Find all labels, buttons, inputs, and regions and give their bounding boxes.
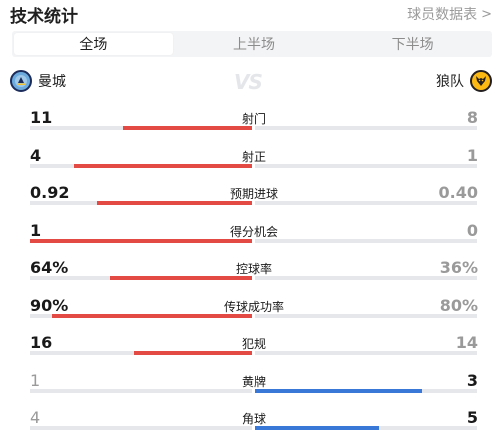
away-stat-value: 8 xyxy=(466,108,478,127)
stats-list: 11 射门 8 4 射正 1 0.92 预期进球 0.40 1 得分机会 0 64% 控球率 36% 90% 传… xyxy=(0,102,500,440)
stat-row: 0.92 预期进球 0.40 xyxy=(0,177,500,215)
away-bar-track xyxy=(255,276,477,280)
away-team[interactable]: 狼队 xyxy=(436,70,492,92)
stat-row: 11 射门 8 xyxy=(0,102,500,140)
away-stat-value: 5 xyxy=(466,408,478,427)
page-title: 技术统计 xyxy=(10,7,78,27)
vs-logo: VS xyxy=(234,70,263,94)
home-bar-track xyxy=(30,426,252,430)
player-stats-link-label: 球员数据表 xyxy=(407,7,478,23)
away-bar xyxy=(255,388,422,393)
teams-row: 曼城 VS 狼队 xyxy=(0,66,500,96)
home-bar xyxy=(123,126,252,130)
stat-row: 4 射正 1 xyxy=(0,140,500,178)
manchester-city-crest-icon xyxy=(10,70,32,92)
stats-header: 技术统计 球员数据表 > xyxy=(0,0,500,28)
away-stat-value: 3 xyxy=(466,370,478,390)
stat-row: 1 得分机会 0 xyxy=(0,215,500,253)
stat-label: 射门 xyxy=(241,112,266,126)
away-bar-track xyxy=(255,388,477,393)
away-bar-track xyxy=(255,238,477,243)
home-bar xyxy=(52,313,252,318)
stat-label: 射正 xyxy=(241,149,266,164)
home-stat-value: 1 xyxy=(30,370,41,390)
away-bar-track xyxy=(255,126,477,130)
home-bar-track xyxy=(30,163,252,168)
home-bar xyxy=(110,276,252,280)
stat-row: 90% 传球成功率 80% xyxy=(0,290,500,328)
home-team[interactable]: 曼城 xyxy=(10,70,66,92)
home-stat-value: 4 xyxy=(30,145,42,165)
stat-label: 得分机会 xyxy=(229,224,278,239)
home-stat-value: 64% xyxy=(30,258,69,277)
away-bar-track xyxy=(255,426,477,430)
home-team-name: 曼城 xyxy=(38,74,66,90)
home-bar xyxy=(97,201,252,205)
home-bar-track xyxy=(30,388,252,393)
period-tabs: 全场 上半场 下半场 xyxy=(12,31,492,57)
home-stat-value: 0.92 xyxy=(30,183,70,202)
home-bar-track xyxy=(30,313,252,318)
player-stats-link[interactable]: 球员数据表 > xyxy=(407,4,492,24)
home-stat-value: 11 xyxy=(30,108,53,127)
home-bar-track xyxy=(30,238,252,243)
home-bar xyxy=(154,426,252,430)
away-stat-value: 36% xyxy=(439,258,478,277)
stat-row: 16 犯规 14 xyxy=(0,327,500,365)
away-bar xyxy=(255,126,348,130)
away-bar-track xyxy=(255,163,477,168)
home-bar xyxy=(30,238,252,243)
home-bar-track xyxy=(30,351,252,355)
stat-label: 角球 xyxy=(241,412,266,426)
home-bar xyxy=(74,163,252,168)
wolves-crest-icon xyxy=(470,70,492,92)
away-bar xyxy=(255,276,335,280)
away-stat-value: 14 xyxy=(455,333,478,352)
away-stat-value: 1 xyxy=(466,145,478,165)
away-stat-value: 0 xyxy=(466,220,478,240)
away-bar-track xyxy=(255,351,477,355)
away-bar-track xyxy=(255,201,477,205)
stat-label: 控球率 xyxy=(235,262,272,276)
stat-row: 1 黄牌 3 xyxy=(0,365,500,403)
home-stat-value: 1 xyxy=(30,220,42,240)
home-bar-track xyxy=(30,201,252,205)
away-bar xyxy=(255,163,299,168)
away-team-name: 狼队 xyxy=(436,74,464,90)
home-bar-track xyxy=(30,126,252,130)
away-bar-track xyxy=(255,313,477,318)
chevron-right-icon: > xyxy=(481,6,492,22)
away-stat-value: 0.40 xyxy=(438,183,478,202)
away-bar xyxy=(255,426,379,430)
away-bar xyxy=(255,201,322,205)
stat-label: 预期进球 xyxy=(229,187,278,201)
home-stat-value: 4 xyxy=(30,408,41,427)
tab-first-half[interactable]: 上半场 xyxy=(233,37,275,53)
stat-row: 64% 控球率 36% xyxy=(0,252,500,290)
away-stat-value: 80% xyxy=(439,295,478,315)
away-bar xyxy=(255,313,433,318)
home-bar xyxy=(196,388,252,393)
stat-label: 黄牌 xyxy=(241,374,266,389)
home-stat-value: 16 xyxy=(30,333,53,352)
stat-label: 犯规 xyxy=(241,337,266,351)
home-bar xyxy=(134,351,252,355)
home-stat-value: 90% xyxy=(30,295,69,315)
stat-label: 传球成功率 xyxy=(223,299,284,314)
home-bar-track xyxy=(30,276,252,280)
tab-full-match[interactable]: 全场 xyxy=(14,33,173,55)
away-bar xyxy=(255,351,359,355)
tab-second-half[interactable]: 下半场 xyxy=(391,37,434,53)
stat-row: 4 角球 5 xyxy=(0,402,500,440)
